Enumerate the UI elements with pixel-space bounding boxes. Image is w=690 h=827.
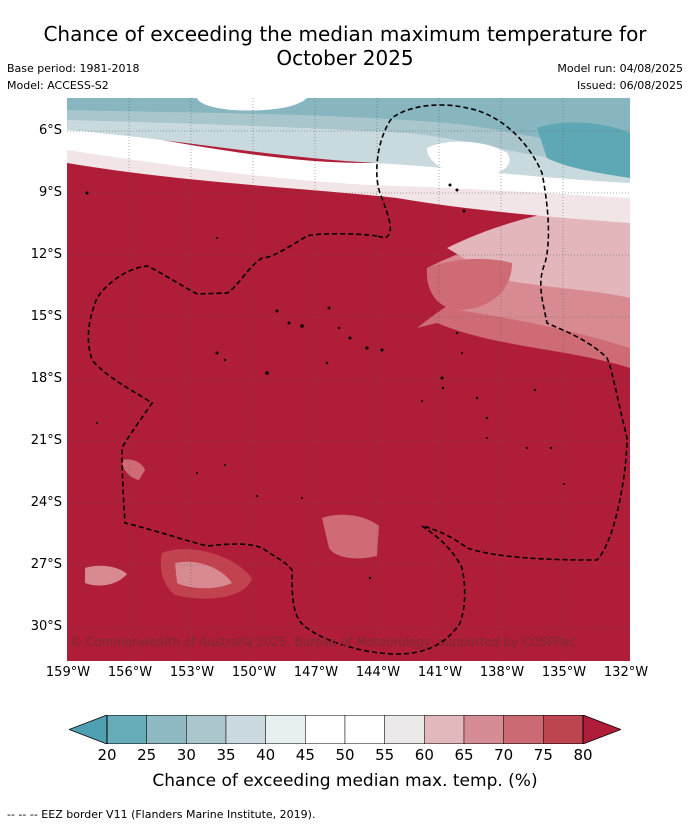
meta-left: Base period: 1981-2018 Model: ACCESS-S2 xyxy=(7,60,139,94)
colorbar-tick-label: 40 xyxy=(256,746,276,764)
lon-label: 159°W xyxy=(45,665,91,680)
colorbar-cells xyxy=(106,715,584,744)
patch-mid-70b xyxy=(322,514,379,559)
colorbar-tick-label: 55 xyxy=(375,746,395,764)
lat-label: 24°S xyxy=(30,495,62,510)
colorbar-tick-label: 80 xyxy=(573,746,593,764)
patch-ne-60 xyxy=(557,236,627,284)
colorbar-cell xyxy=(146,715,187,744)
lat-label: 9°S xyxy=(38,185,62,200)
colorbar-tick-label: 25 xyxy=(137,746,157,764)
lat-label: 12°S xyxy=(30,247,62,262)
colorbar-cell xyxy=(186,715,227,744)
lat-label: 21°S xyxy=(30,433,62,448)
patch-mid-70 xyxy=(426,258,512,310)
patch-white-mid xyxy=(427,141,510,177)
band-white xyxy=(67,123,630,198)
lon-label: 141°W xyxy=(417,665,463,680)
colorbar-tick-label: 65 xyxy=(454,746,474,764)
colorbar-over-triangle xyxy=(582,715,621,744)
colorbar-label: Chance of exceeding median max. temp. (%… xyxy=(152,771,538,791)
lat-label: 6°S xyxy=(38,123,62,138)
lon-label: 156°W xyxy=(107,665,153,680)
patch-west-70 xyxy=(85,565,127,586)
islands xyxy=(85,183,565,580)
lat-label: 15°S xyxy=(30,309,62,324)
graticule xyxy=(67,98,630,661)
lon-label: 147°W xyxy=(293,665,339,680)
eez-legend-note: -- -- -- EEZ border V11 (Flanders Marine… xyxy=(7,808,316,821)
colorbar-cell xyxy=(384,715,425,744)
colorbar-tick-label: 50 xyxy=(335,746,355,764)
colorbar-cell xyxy=(305,715,346,744)
copyright-text: © Commonwealth of Australia 2025, Bureau… xyxy=(70,635,575,649)
base-period: Base period: 1981-2018 xyxy=(7,62,140,75)
colorbar-cell xyxy=(106,715,147,744)
colorbar-tick-label: 45 xyxy=(295,746,315,764)
copyright-label: © Commonwealth of Australia 2025, Bureau… xyxy=(70,635,575,649)
lon-label: 135°W xyxy=(541,665,587,680)
band-teal-25 xyxy=(67,98,630,148)
colorbar-frame xyxy=(106,715,584,744)
colorbar-cell xyxy=(344,715,385,744)
patch-south-65 xyxy=(175,561,232,589)
colorbar-under-triangle xyxy=(69,715,108,744)
colorbar-tick-label: 30 xyxy=(176,746,196,764)
patch-white-top xyxy=(197,98,307,111)
map-title: Chance of exceeding the median maximum t… xyxy=(0,22,690,70)
lon-label: 138°W xyxy=(479,665,525,680)
issued-date: Issued: 06/08/2025 xyxy=(576,79,683,92)
colorbar-cell xyxy=(503,715,544,744)
colorbar-tick-label: 35 xyxy=(216,746,236,764)
colorbar-tick-label: 70 xyxy=(494,746,514,764)
model-name: Model: ACCESS-S2 xyxy=(7,79,109,92)
forecast-map: © Commonwealth of Australia 2025, Bureau… xyxy=(67,98,630,661)
lon-label: 144°W xyxy=(355,665,401,680)
lat-label: 30°S xyxy=(30,619,62,634)
lat-label: 18°S xyxy=(30,371,62,386)
colorbar-cell xyxy=(424,715,465,744)
colorbar-tick-label: 20 xyxy=(97,746,117,764)
patch-teal-20 xyxy=(537,122,630,178)
lat-label: 27°S xyxy=(30,557,62,572)
lon-label: 153°W xyxy=(169,665,215,680)
colorbar-tick-label: 75 xyxy=(533,746,553,764)
colorbar-cell xyxy=(543,715,584,744)
model-run: Model run: 04/08/2025 xyxy=(557,62,683,75)
patch-west-70b xyxy=(122,459,145,480)
colorbar-tick-label: 60 xyxy=(414,746,434,764)
lon-label: 150°W xyxy=(231,665,277,680)
colorbar-cell xyxy=(225,715,266,744)
colorbar xyxy=(69,715,621,744)
title-line-1: Chance of exceeding the median maximum t… xyxy=(43,22,647,46)
colorbar-cell xyxy=(463,715,504,744)
colorbar-cell xyxy=(265,715,306,744)
title-line-2: October 2025 xyxy=(276,46,414,70)
lon-label: 132°W xyxy=(603,665,649,680)
meta-right: Model run: 04/08/2025 Issued: 06/08/2025 xyxy=(557,60,683,94)
